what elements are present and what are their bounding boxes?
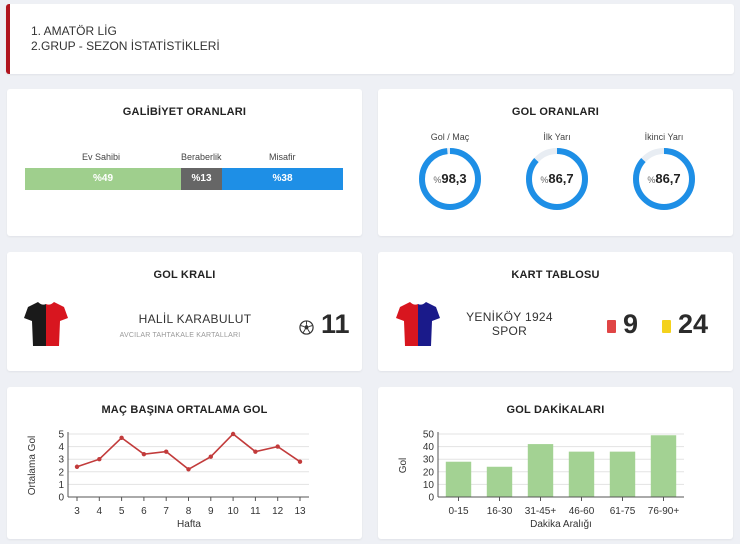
yellow-card-icon [662, 320, 671, 333]
y-tick-label: 5 [58, 430, 64, 441]
data-point [97, 457, 102, 462]
x-tick-label: 6 [141, 506, 147, 517]
soccer-ball-icon [299, 320, 314, 335]
gauge-label-second-half: İkinci Yarı [644, 132, 684, 142]
y-tick-label: 3 [58, 455, 64, 466]
gauge-value-first-half: %86,7 [540, 171, 574, 186]
card-table-title: KART TABLOSU [511, 269, 600, 281]
x-tick-label: 0-15 [448, 506, 468, 517]
gauge-arc-goals-per-match [419, 148, 481, 210]
y-tick-label: 0 [428, 493, 434, 504]
data-point [186, 467, 191, 472]
home-label: Ev Sahibi [82, 152, 121, 162]
x-tick-label: 16-30 [487, 506, 513, 517]
card-team-name-line1: YENİKÖY 1924 [466, 310, 553, 324]
win-rates-card: GALİBİYET ORANLARI [7, 89, 362, 236]
x-axis-title: Hafta [177, 519, 201, 530]
gauge-value-goals-per-match: %98,3 [433, 171, 467, 186]
season-subtitle: 2.GRUP - SEZON İSTATİSTİKLERİ [31, 39, 220, 53]
jersey-icon [24, 302, 68, 346]
x-tick-label: 11 [250, 506, 261, 517]
x-tick-label: 61-75 [610, 506, 636, 517]
x-axis-title: Dakika Aralığı [530, 519, 592, 530]
red-card-count: 9 [623, 309, 639, 339]
data-point [141, 451, 147, 457]
home-win-segment: %49 [25, 168, 181, 190]
x-tick-label: 10 [228, 506, 240, 517]
top-scorer-goals: 11 [321, 309, 350, 339]
x-tick-label: 12 [272, 506, 284, 517]
y-tick-label: 0 [58, 493, 64, 504]
data-point [74, 464, 80, 469]
data-point [119, 435, 124, 440]
win-rates-title: GALİBİYET ORANLARI [122, 106, 247, 118]
gauge-arc-second-half [633, 148, 695, 210]
y-tick-label: 10 [423, 480, 435, 491]
avg-goals-chart-card: MAÇ BAŞINA ORTALAMA GOL [7, 387, 362, 539]
y-tick-label: 1 [58, 480, 64, 491]
data-point [275, 444, 280, 449]
bar-46-60 [568, 451, 595, 497]
x-tick-label: 9 [208, 506, 214, 517]
y-axis-title: Ortalama Gol [27, 436, 38, 495]
bar-61-75 [609, 451, 636, 497]
x-tick-label: 76-90+ [648, 506, 680, 517]
data-point [164, 449, 169, 454]
draw-segment: %13 [181, 168, 222, 190]
top-scorer-name: HALİL KARABULUT [138, 312, 252, 326]
page-header: 1. AMATÖR LİG 2.GRUP - SEZON İSTATİSTİKL… [6, 4, 734, 74]
x-tick-label: 46-60 [569, 506, 595, 517]
data-point [208, 454, 213, 459]
x-tick-label: 4 [97, 506, 103, 517]
gauge-value-second-half: %86,7 [647, 171, 681, 186]
top-scorer-title: GOL KRALI [153, 269, 216, 281]
bar-0-15 [445, 461, 472, 497]
y-tick-label: 2 [58, 467, 64, 478]
bar-31-45+ [527, 444, 554, 497]
y-tick-label: 4 [58, 442, 64, 453]
gauge-label-first-half: İlk Yarı [543, 132, 571, 142]
yellow-card-count: 24 [678, 309, 709, 339]
avg-goals-chart-title: MAÇ BAŞINA ORTALAMA GOL [101, 404, 268, 416]
gauge-label-goals-per-match: Gol / Maç [430, 132, 470, 142]
x-tick-label: 7 [163, 506, 169, 517]
y-tick-label: 20 [423, 467, 435, 478]
red-card-icon [607, 320, 616, 333]
bar-16-30 [486, 466, 513, 497]
y-tick-label: 50 [423, 430, 435, 441]
x-tick-label: 13 [294, 506, 306, 517]
card-team-name-line2: SPOR [491, 324, 528, 338]
data-point [230, 431, 236, 437]
away-label: Misafir [269, 152, 296, 162]
x-tick-label: 31-45+ [525, 506, 557, 517]
jersey-icon [396, 302, 440, 346]
top-scorer-card: GOL KRALI [7, 252, 362, 371]
league-title: 1. AMATÖR LİG [31, 24, 117, 38]
y-tick-label: 40 [423, 442, 435, 453]
x-tick-label: 8 [186, 506, 192, 517]
data-point [297, 459, 303, 464]
top-scorer-team: AVCILAR TAHTAKALE KARTALLARI [119, 332, 241, 339]
away-win-segment: %38 [222, 168, 343, 190]
x-tick-label: 5 [119, 506, 125, 517]
gauge-arc-first-half [526, 148, 588, 210]
y-tick-label: 30 [423, 455, 435, 466]
draw-label: Beraberlik [181, 152, 222, 162]
data-point [253, 449, 258, 454]
goal-rates-card: GOL ORANLARI [378, 89, 733, 236]
goal-rates-title: GOL ORANLARI [511, 106, 600, 118]
series-line [76, 432, 301, 471]
bar-76-90+ [650, 435, 677, 497]
y-axis-title: Gol [398, 458, 409, 474]
x-tick-label: 3 [74, 506, 80, 517]
goal-rate-gauges [419, 148, 695, 210]
goal-minutes-chart-title: GOL DAKİKALARI [506, 404, 605, 416]
